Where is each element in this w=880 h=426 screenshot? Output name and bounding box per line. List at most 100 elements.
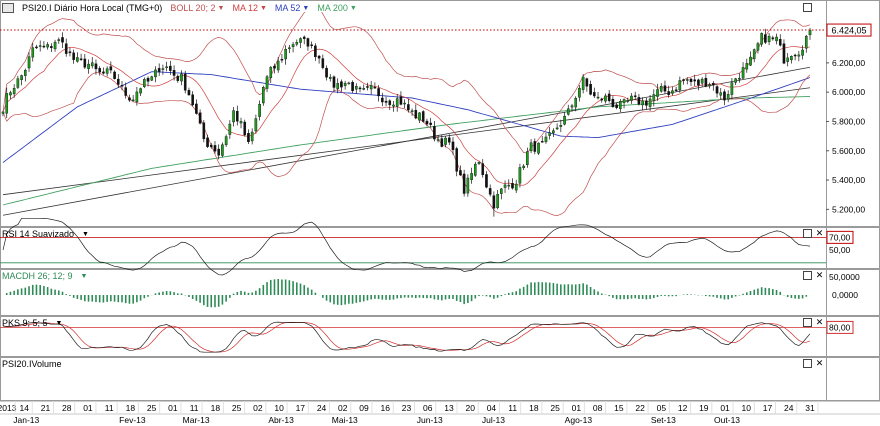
candle-body[interactable]	[804, 35, 808, 49]
candle-body[interactable]	[522, 165, 525, 169]
candle-body[interactable]	[392, 104, 395, 107]
candle-body[interactable]	[135, 91, 139, 102]
candle-body[interactable]	[421, 111, 425, 122]
candle-body[interactable]	[221, 144, 224, 156]
candle-body[interactable]	[154, 69, 157, 78]
candle-body[interactable]	[395, 98, 399, 107]
candle-body[interactable]	[801, 49, 804, 56]
candle-body[interactable]	[581, 76, 585, 90]
candle-body[interactable]	[113, 71, 116, 79]
candle-body[interactable]	[436, 139, 440, 141]
candle-body[interactable]	[314, 45, 317, 58]
candle-body[interactable]	[20, 75, 23, 80]
candle-body[interactable]	[574, 98, 578, 108]
candle-body[interactable]	[377, 88, 380, 97]
candle-body[interactable]	[767, 35, 771, 43]
candle-body[interactable]	[659, 86, 663, 92]
candle-body[interactable]	[183, 73, 187, 91]
candle-body[interactable]	[224, 136, 228, 146]
candle-body[interactable]	[399, 96, 403, 105]
rsi-legend[interactable]: RSI 14 Suavizado ▼	[2, 229, 89, 239]
candle-body[interactable]	[708, 84, 711, 87]
candle-body[interactable]	[473, 163, 477, 176]
candle-body[interactable]	[578, 87, 581, 98]
candle-body[interactable]	[488, 188, 492, 195]
pks-panel[interactable]: 80,00	[0, 320, 854, 353]
candle-body[interactable]	[5, 93, 9, 114]
candle-body[interactable]	[685, 79, 689, 81]
candle-body[interactable]	[481, 163, 485, 176]
candle-body[interactable]	[596, 96, 600, 99]
candle-body[interactable]	[306, 38, 310, 47]
candle-body[interactable]	[79, 58, 83, 60]
candle-body[interactable]	[793, 54, 797, 57]
candle-body[interactable]	[250, 131, 254, 142]
candle-body[interactable]	[288, 47, 291, 49]
candle-body[interactable]	[146, 77, 150, 82]
candle-body[interactable]	[667, 91, 670, 95]
candle-body[interactable]	[161, 68, 165, 70]
candle-body[interactable]	[358, 87, 362, 90]
candle-body[interactable]	[302, 36, 306, 39]
candle-body[interactable]	[749, 56, 752, 66]
legend-ma12[interactable]: MA 12 ▼	[232, 3, 266, 13]
candle-body[interactable]	[265, 76, 269, 89]
candle-body[interactable]	[310, 44, 313, 46]
maximize-icon[interactable]	[803, 359, 812, 368]
maximize-icon[interactable]	[803, 318, 812, 327]
candle-body[interactable]	[351, 81, 354, 92]
candle-body[interactable]	[94, 63, 98, 70]
volume-legend[interactable]: PSI20.IVolume	[2, 359, 62, 369]
candle-body[interactable]	[276, 60, 280, 71]
candle-body[interactable]	[53, 41, 57, 50]
candle-body[interactable]	[46, 44, 49, 48]
candle-body[interactable]	[775, 36, 778, 42]
candle-body[interactable]	[87, 63, 90, 69]
candle-body[interactable]	[373, 86, 377, 89]
candle-body[interactable]	[656, 89, 659, 97]
candle-body[interactable]	[269, 67, 273, 79]
candle-body[interactable]	[786, 57, 789, 62]
candle-body[interactable]	[16, 78, 20, 88]
candle-body[interactable]	[131, 99, 135, 102]
candle-body[interactable]	[128, 97, 131, 101]
candle-body[interactable]	[593, 92, 596, 97]
candle-body[interactable]	[139, 88, 142, 94]
candle-body[interactable]	[9, 92, 12, 96]
candle-body[interactable]	[459, 170, 462, 176]
legend-boll[interactable]: BOLL 20; 2 ▼	[170, 3, 224, 13]
candle-body[interactable]	[645, 100, 648, 106]
candle-body[interactable]	[27, 56, 31, 69]
legend-ma52[interactable]: MA 52 ▼	[275, 3, 309, 13]
candle-body[interactable]	[169, 65, 172, 71]
candle-body[interactable]	[68, 51, 72, 54]
candle-body[interactable]	[198, 112, 202, 124]
close-icon[interactable]: ✕	[815, 358, 824, 368]
candle-body[interactable]	[321, 58, 325, 68]
candle-body[interactable]	[526, 151, 529, 165]
candle-body[interactable]	[462, 173, 466, 194]
candle-body[interactable]	[741, 67, 745, 79]
candle-body[interactable]	[124, 87, 128, 96]
candle-body[interactable]	[340, 81, 343, 88]
candle-body[interactable]	[444, 137, 447, 145]
candle-body[interactable]	[332, 76, 336, 88]
candle-body[interactable]	[600, 98, 604, 101]
candle-body[interactable]	[64, 43, 68, 54]
candle-body[interactable]	[771, 37, 775, 40]
candle-body[interactable]	[607, 93, 611, 102]
candle-body[interactable]	[715, 86, 719, 94]
candle-body[interactable]	[544, 136, 548, 143]
pks-legend[interactable]: PKS 9; 5; 5 ▼	[2, 318, 62, 328]
candle-body[interactable]	[262, 87, 265, 104]
candle-body[interactable]	[291, 44, 295, 48]
candle-body[interactable]	[440, 138, 444, 147]
candle-body[interactable]	[213, 145, 217, 152]
candle-body[interactable]	[559, 125, 563, 127]
candle-body[interactable]	[369, 85, 373, 90]
candle-body[interactable]	[671, 90, 674, 94]
candle-body[interactable]	[42, 45, 46, 48]
candle-body[interactable]	[682, 79, 685, 81]
candle-body[interactable]	[1, 111, 5, 114]
rsi-panel[interactable]: 70,00 50,00	[0, 217, 854, 276]
